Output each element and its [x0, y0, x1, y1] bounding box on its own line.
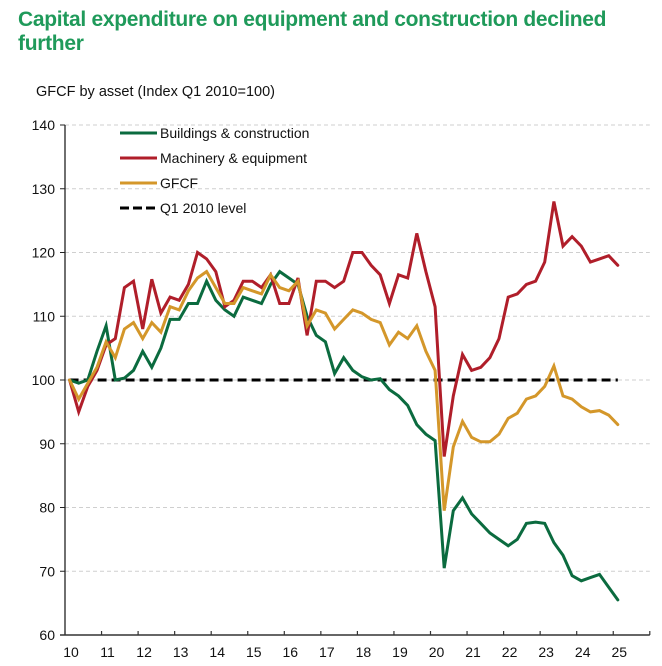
legend-item-buildings-construction: Buildings & construction [120, 125, 309, 141]
legend-item-gfcf: GFCF [120, 175, 198, 191]
y-tick-label: 110 [33, 308, 56, 324]
x-tick-label: 25 [611, 644, 627, 660]
y-tick-label: 60 [39, 627, 55, 643]
x-tick-label: 20 [429, 644, 445, 660]
x-tick-label: 24 [575, 644, 591, 660]
x-tick-label: 13 [173, 644, 189, 660]
legend: Buildings & construction Machinery & equi… [120, 125, 309, 216]
y-tick-label: 100 [32, 372, 56, 388]
series-line-gfcf [68, 269, 620, 511]
legend-label: Buildings & construction [160, 125, 309, 141]
y-tick-label: 140 [32, 117, 56, 133]
series-line-buildings-construction [68, 269, 620, 602]
legend-item-q1-2010-level: Q1 2010 level [120, 200, 246, 216]
legend-item-machinery-equipment: Machinery & equipment [120, 150, 307, 166]
y-axis: 60 70 80 90 100 110 120 130 140 [32, 117, 66, 643]
x-tick-label: 19 [392, 644, 408, 660]
x-tick-label: 17 [319, 644, 335, 660]
legend-label: GFCF [160, 175, 198, 191]
x-tick-label: 12 [136, 644, 152, 660]
legend-label: Q1 2010 level [160, 200, 246, 216]
x-tick-label: 14 [209, 644, 225, 660]
chart-title: Capital expenditure on equipment and con… [18, 8, 607, 55]
chart-subtitle: GFCF by asset (Index Q1 2010=100) [36, 84, 275, 100]
y-tick-label: 130 [32, 181, 56, 197]
x-axis: 10 11 12 13 14 15 16 17 18 19 20 21 22 23 24 25 [60, 631, 651, 660]
series-lines [68, 201, 620, 602]
y-tick-label: 120 [32, 245, 56, 261]
gridlines [65, 124, 650, 572]
x-tick-label: 15 [246, 644, 262, 660]
x-tick-label: 23 [538, 644, 554, 660]
x-tick-label: 10 [63, 644, 79, 660]
y-tick-label: 70 [39, 563, 55, 579]
series-line-machinery-equipment [68, 201, 620, 457]
x-tick-label: 22 [502, 644, 518, 660]
legend-label: Machinery & equipment [160, 150, 307, 166]
y-tick-label: 90 [39, 436, 55, 452]
x-tick-label: 21 [465, 644, 481, 660]
x-tick-label: 16 [283, 644, 299, 660]
y-tick-label: 80 [39, 500, 55, 516]
x-tick-label: 11 [100, 644, 115, 660]
x-tick-label: 18 [356, 644, 372, 660]
